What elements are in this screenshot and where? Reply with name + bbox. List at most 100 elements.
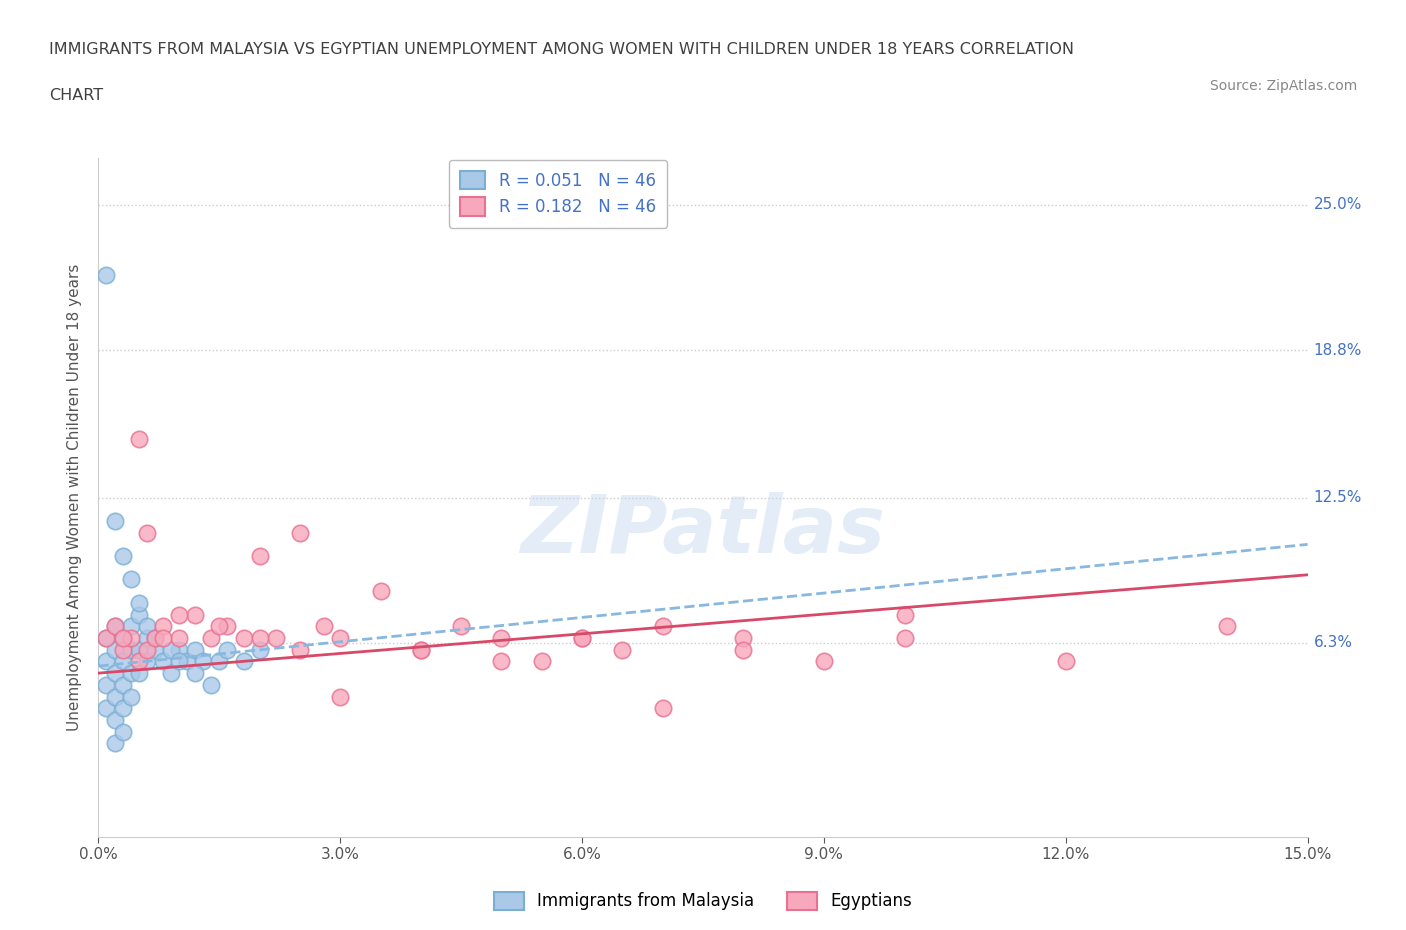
Point	[152, 631, 174, 645]
Point	[329, 631, 352, 645]
Point	[160, 643, 183, 658]
Point	[651, 701, 673, 716]
Point	[733, 643, 755, 658]
Point	[128, 607, 150, 622]
Legend: Immigrants from Malaysia, Egyptians: Immigrants from Malaysia, Egyptians	[486, 885, 920, 917]
Point	[571, 631, 593, 645]
Point	[232, 654, 254, 669]
Text: 6.3%: 6.3%	[1313, 635, 1353, 650]
Point	[249, 549, 271, 564]
Point	[135, 654, 157, 669]
Point	[96, 677, 118, 692]
Point	[120, 643, 142, 658]
Point	[193, 654, 215, 669]
Text: CHART: CHART	[49, 88, 103, 103]
Point	[167, 607, 190, 622]
Point	[111, 631, 134, 645]
Point	[128, 643, 150, 658]
Point	[249, 643, 271, 658]
Point	[571, 631, 593, 645]
Point	[103, 643, 125, 658]
Text: IMMIGRANTS FROM MALAYSIA VS EGYPTIAN UNEMPLOYMENT AMONG WOMEN WITH CHILDREN UNDE: IMMIGRANTS FROM MALAYSIA VS EGYPTIAN UNE…	[49, 42, 1074, 57]
Point	[160, 666, 183, 681]
Point	[111, 701, 134, 716]
Point	[128, 595, 150, 610]
Point	[103, 513, 125, 528]
Point	[167, 643, 190, 658]
Point	[184, 666, 207, 681]
Point	[120, 631, 142, 645]
Point	[103, 618, 125, 633]
Point	[893, 607, 915, 622]
Point	[103, 736, 125, 751]
Point	[120, 618, 142, 633]
Point	[120, 689, 142, 704]
Point	[813, 654, 835, 669]
Point	[143, 631, 166, 645]
Point	[128, 666, 150, 681]
Point	[232, 631, 254, 645]
Point	[329, 689, 352, 704]
Point	[111, 677, 134, 692]
Point	[184, 643, 207, 658]
Point	[491, 631, 513, 645]
Point	[288, 643, 311, 658]
Point	[491, 654, 513, 669]
Text: 25.0%: 25.0%	[1313, 197, 1362, 212]
Point	[135, 631, 157, 645]
Point	[152, 654, 174, 669]
Point	[111, 549, 134, 564]
Point	[96, 268, 118, 283]
Text: ZIPatlas: ZIPatlas	[520, 493, 886, 570]
Point	[200, 677, 222, 692]
Point	[103, 618, 125, 633]
Text: 18.8%: 18.8%	[1313, 342, 1362, 357]
Point	[135, 525, 157, 540]
Point	[167, 631, 190, 645]
Point	[200, 631, 222, 645]
Point	[111, 643, 134, 658]
Point	[111, 654, 134, 669]
Point	[120, 572, 142, 587]
Point	[264, 631, 287, 645]
Point	[1216, 618, 1239, 633]
Point	[167, 654, 190, 669]
Point	[409, 643, 432, 658]
Point	[651, 618, 673, 633]
Point	[128, 654, 150, 669]
Point	[249, 631, 271, 645]
Point	[314, 618, 336, 633]
Text: 12.5%: 12.5%	[1313, 490, 1362, 505]
Point	[1054, 654, 1077, 669]
Point	[217, 643, 239, 658]
Point	[370, 584, 392, 599]
Point	[893, 631, 915, 645]
Point	[612, 643, 634, 658]
Point	[96, 701, 118, 716]
Point	[143, 643, 166, 658]
Point	[409, 643, 432, 658]
Point	[184, 607, 207, 622]
Point	[288, 525, 311, 540]
Point	[152, 618, 174, 633]
Point	[111, 724, 134, 739]
Point	[135, 618, 157, 633]
Text: Source: ZipAtlas.com: Source: ZipAtlas.com	[1209, 79, 1357, 93]
Point	[733, 631, 755, 645]
Point	[96, 631, 118, 645]
Point	[530, 654, 553, 669]
Point	[103, 712, 125, 727]
Point	[143, 631, 166, 645]
Point	[128, 432, 150, 446]
Legend: R = 0.051   N = 46, R = 0.182   N = 46: R = 0.051 N = 46, R = 0.182 N = 46	[449, 160, 668, 228]
Point	[208, 618, 231, 633]
Point	[176, 654, 198, 669]
Point	[103, 689, 125, 704]
Point	[208, 654, 231, 669]
Point	[96, 631, 118, 645]
Point	[450, 618, 472, 633]
Point	[135, 643, 157, 658]
Point	[96, 654, 118, 669]
Point	[217, 618, 239, 633]
Point	[111, 631, 134, 645]
